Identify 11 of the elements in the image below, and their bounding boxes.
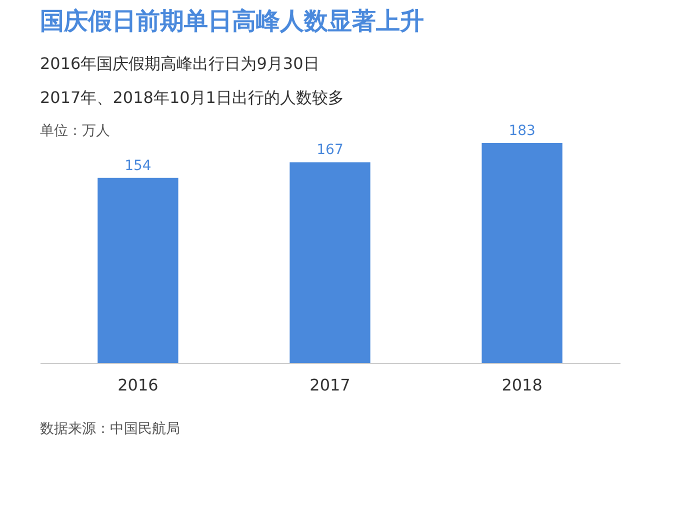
x-tick-label: 2017	[310, 376, 350, 394]
data-label: 183	[508, 123, 536, 139]
text: 2016年国庆假期高峰出行日为9月30日	[40, 54, 320, 73]
data-label: 154	[124, 158, 152, 174]
data-label: 167	[316, 142, 344, 158]
text: 2017年、2018年10月1日出行的人数较多	[40, 88, 344, 107]
x-tick-label: 2018	[502, 376, 542, 394]
text: 单位：万人	[40, 123, 110, 139]
source-note: 数据来源：中国民航局	[40, 421, 180, 437]
chart-title: 国庆假日前期单日高峰人数显著上升	[40, 7, 424, 35]
x-tick-label: 2016	[118, 376, 158, 394]
